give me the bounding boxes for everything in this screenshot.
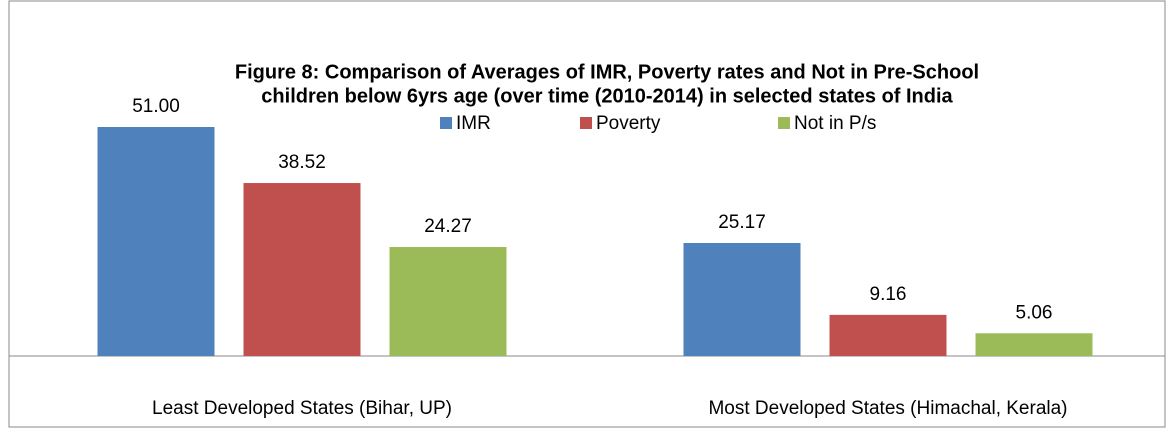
data-label: 9.16 <box>870 284 907 305</box>
data-label: 5.06 <box>1016 302 1053 323</box>
x-tick-label: Least Developed States (Bihar, UP) <box>152 398 452 419</box>
chart-title: Figure 8: Comparison of Averages of IMR,… <box>235 61 979 83</box>
legend-swatch <box>778 117 790 129</box>
legend-label: Not in P/s <box>794 113 876 134</box>
bar <box>389 247 507 356</box>
data-label: 51.00 <box>132 96 180 117</box>
legend-swatch <box>440 117 452 129</box>
data-label: 25.17 <box>718 212 766 233</box>
legend-label: IMR <box>456 113 491 134</box>
x-tick-label: Most Developed States (Himachal, Kerala) <box>708 398 1067 419</box>
bar <box>683 242 801 356</box>
legend-swatch <box>580 117 592 129</box>
data-label: 24.27 <box>424 216 472 237</box>
bar <box>975 333 1093 356</box>
bar <box>829 314 947 356</box>
data-label: 38.52 <box>278 152 326 173</box>
bar <box>243 183 361 356</box>
bar <box>97 127 215 356</box>
chart-title: children below 6yrs age (over time (2010… <box>261 85 953 107</box>
legend-label: Poverty <box>596 113 661 134</box>
